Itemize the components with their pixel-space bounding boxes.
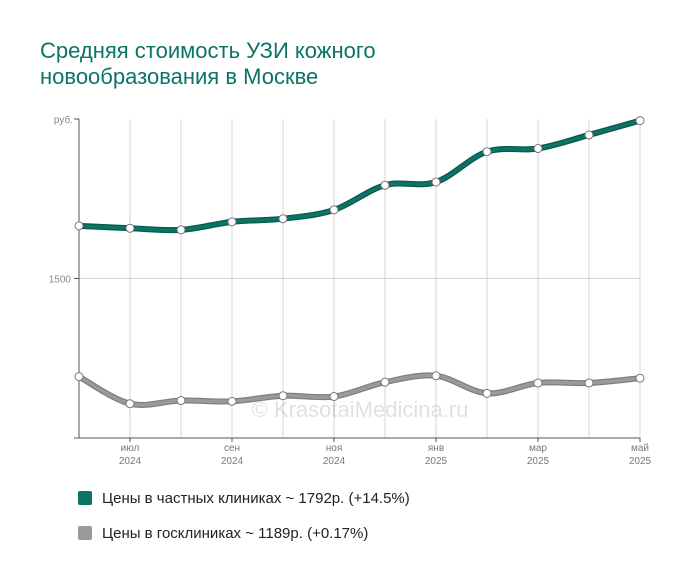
x-tick-label-month: май <box>631 443 649 454</box>
watermark-text: © KrasotaiMedicina.ru <box>252 397 469 422</box>
chart-title-line-2: новообразования в Москве <box>40 64 319 89</box>
data-point-public <box>635 373 645 383</box>
line-chart: руб. 1500 июл 2024 сен 2024 ноя 2024 янв 2025 мар 2… <box>49 114 652 467</box>
data-point-public <box>431 371 441 381</box>
legend-label-public: Цены в госклиниках ~ 1189р. (+0.17%) <box>102 524 369 542</box>
legend-item-public: Цены в госклиниках ~ 1189р. (+0.17%) <box>78 523 368 543</box>
data-point-private <box>380 180 390 190</box>
data-point-private <box>584 130 594 140</box>
data-point-public <box>329 392 339 402</box>
data-point-private <box>227 217 237 227</box>
x-tick-label-month: ноя <box>326 443 343 454</box>
data-point-private <box>533 144 543 154</box>
legend-item-private: Цены в частных клиниках ~ 1792р. (+14.5%… <box>78 488 410 508</box>
data-point-private <box>329 205 339 215</box>
y-tick-label: 1500 <box>49 275 72 286</box>
data-point-public <box>380 377 390 387</box>
x-tick-label-year: 2024 <box>323 456 346 467</box>
data-point-public <box>176 396 186 406</box>
legend-swatch-public <box>78 526 92 540</box>
x-tick-label-month: янв <box>428 443 444 454</box>
chart-title-line-1: Средняя стоимость УЗИ кожного <box>40 38 376 63</box>
data-point-private <box>125 223 135 233</box>
data-point-public <box>533 378 543 388</box>
series-line-outline-private <box>76 117 643 234</box>
data-point-public <box>74 372 84 382</box>
data-point-private <box>278 214 288 224</box>
legend-swatch-private <box>78 491 92 505</box>
x-tick-label-year: 2025 <box>629 456 652 467</box>
data-point-private <box>74 221 84 231</box>
x-tick-label-month: мар <box>529 443 547 454</box>
x-tick-label-year: 2025 <box>527 456 550 467</box>
data-point-private <box>176 225 186 235</box>
x-tick-label-year: 2024 <box>119 456 142 467</box>
data-point-public <box>278 391 288 401</box>
series-line-private <box>77 118 642 232</box>
data-point-public <box>584 378 594 388</box>
data-point-private <box>431 177 441 187</box>
data-point-private <box>482 147 492 157</box>
x-tick-label-year: 2025 <box>425 456 448 467</box>
data-point-public <box>482 388 492 398</box>
data-point-private <box>635 116 645 126</box>
data-point-public <box>227 396 237 406</box>
x-tick-label-year: 2024 <box>221 456 244 467</box>
y-unit-label: руб. <box>54 114 73 126</box>
legend-label-private: Цены в частных клиниках ~ 1792р. (+14.5%… <box>102 489 410 507</box>
x-tick-label-month: июл <box>121 443 140 454</box>
data-point-public <box>125 399 135 409</box>
x-tick-label-month: сен <box>224 443 240 454</box>
chart-title: Средняя стоимость УЗИ кожного новообразо… <box>40 38 660 90</box>
